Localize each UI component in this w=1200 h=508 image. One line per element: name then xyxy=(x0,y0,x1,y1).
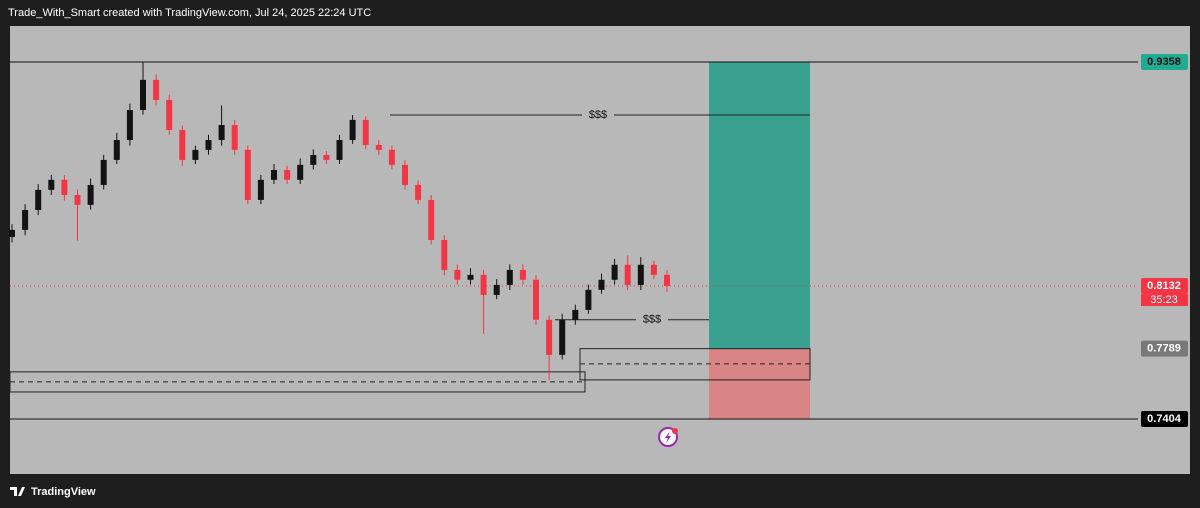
flash-icon xyxy=(658,427,678,447)
candle-body xyxy=(336,140,343,160)
candle-body xyxy=(244,149,251,200)
candle-body xyxy=(637,264,644,285)
candle-body xyxy=(9,229,15,238)
candle-body xyxy=(284,169,291,180)
candle-body xyxy=(74,195,81,205)
candle-body xyxy=(362,119,369,145)
candle-body xyxy=(271,169,277,180)
candle-body xyxy=(388,149,395,165)
candle-body xyxy=(402,164,408,185)
candle-body xyxy=(35,189,42,210)
candle-body xyxy=(323,154,330,160)
candle-body xyxy=(598,279,605,290)
candle-body xyxy=(572,309,579,320)
candle-body xyxy=(428,199,435,240)
candle-body xyxy=(192,149,199,160)
chart-area xyxy=(10,26,1190,474)
candle-body xyxy=(153,79,160,100)
candle-body xyxy=(257,179,264,200)
candle-body xyxy=(519,269,526,280)
candle-body xyxy=(87,184,94,205)
liquidity-label: $$$ xyxy=(589,109,607,121)
target-zone xyxy=(709,61,810,349)
candle-body xyxy=(546,319,553,355)
candle-body xyxy=(22,209,29,230)
price-label-bg xyxy=(1141,53,1188,70)
price-label-bg xyxy=(1141,411,1188,428)
candle-body xyxy=(441,239,448,270)
candle-body xyxy=(231,125,238,150)
brand: TradingView xyxy=(31,486,96,498)
candle-body xyxy=(310,154,317,165)
price-label: 0.9358 xyxy=(1147,56,1181,68)
candle-body xyxy=(493,284,500,295)
logo xyxy=(10,487,25,496)
candle-body xyxy=(506,269,513,285)
candle-body xyxy=(166,99,173,130)
price-label-bg xyxy=(1141,340,1188,357)
countdown-bg xyxy=(1141,293,1188,306)
candle-body xyxy=(533,279,539,320)
price-label: 0.7404 xyxy=(1147,413,1182,425)
candle-body xyxy=(205,140,212,150)
price-label-bg xyxy=(1141,277,1188,294)
price-label: 0.7789 xyxy=(1147,343,1181,355)
candle-body xyxy=(611,264,618,280)
candle-body xyxy=(349,119,356,141)
candle-body xyxy=(100,159,107,185)
candle-body xyxy=(624,264,631,285)
liquidity-label: $$$ xyxy=(643,314,661,326)
candle-body xyxy=(664,274,670,286)
candle-body xyxy=(559,319,566,355)
price-label: 0.8132 xyxy=(1147,280,1181,292)
candle-body xyxy=(454,269,461,280)
candle-body xyxy=(650,264,657,275)
candle-body xyxy=(113,140,120,160)
candle-body xyxy=(480,274,487,295)
header-title: Trade_With_Smart created with TradingVie… xyxy=(8,7,371,19)
candle-body xyxy=(375,144,382,150)
candle-body xyxy=(297,164,304,180)
candle-body xyxy=(48,179,55,190)
candle-body xyxy=(218,125,225,141)
countdown: 35:23 xyxy=(1150,294,1178,306)
candle-body xyxy=(415,184,422,200)
candle-body xyxy=(140,79,146,111)
stop-zone xyxy=(709,348,810,420)
candle-body xyxy=(467,274,474,280)
candle-body xyxy=(179,129,186,160)
candle-body xyxy=(585,289,592,310)
candle-body xyxy=(61,179,68,196)
candle-body xyxy=(126,110,133,141)
